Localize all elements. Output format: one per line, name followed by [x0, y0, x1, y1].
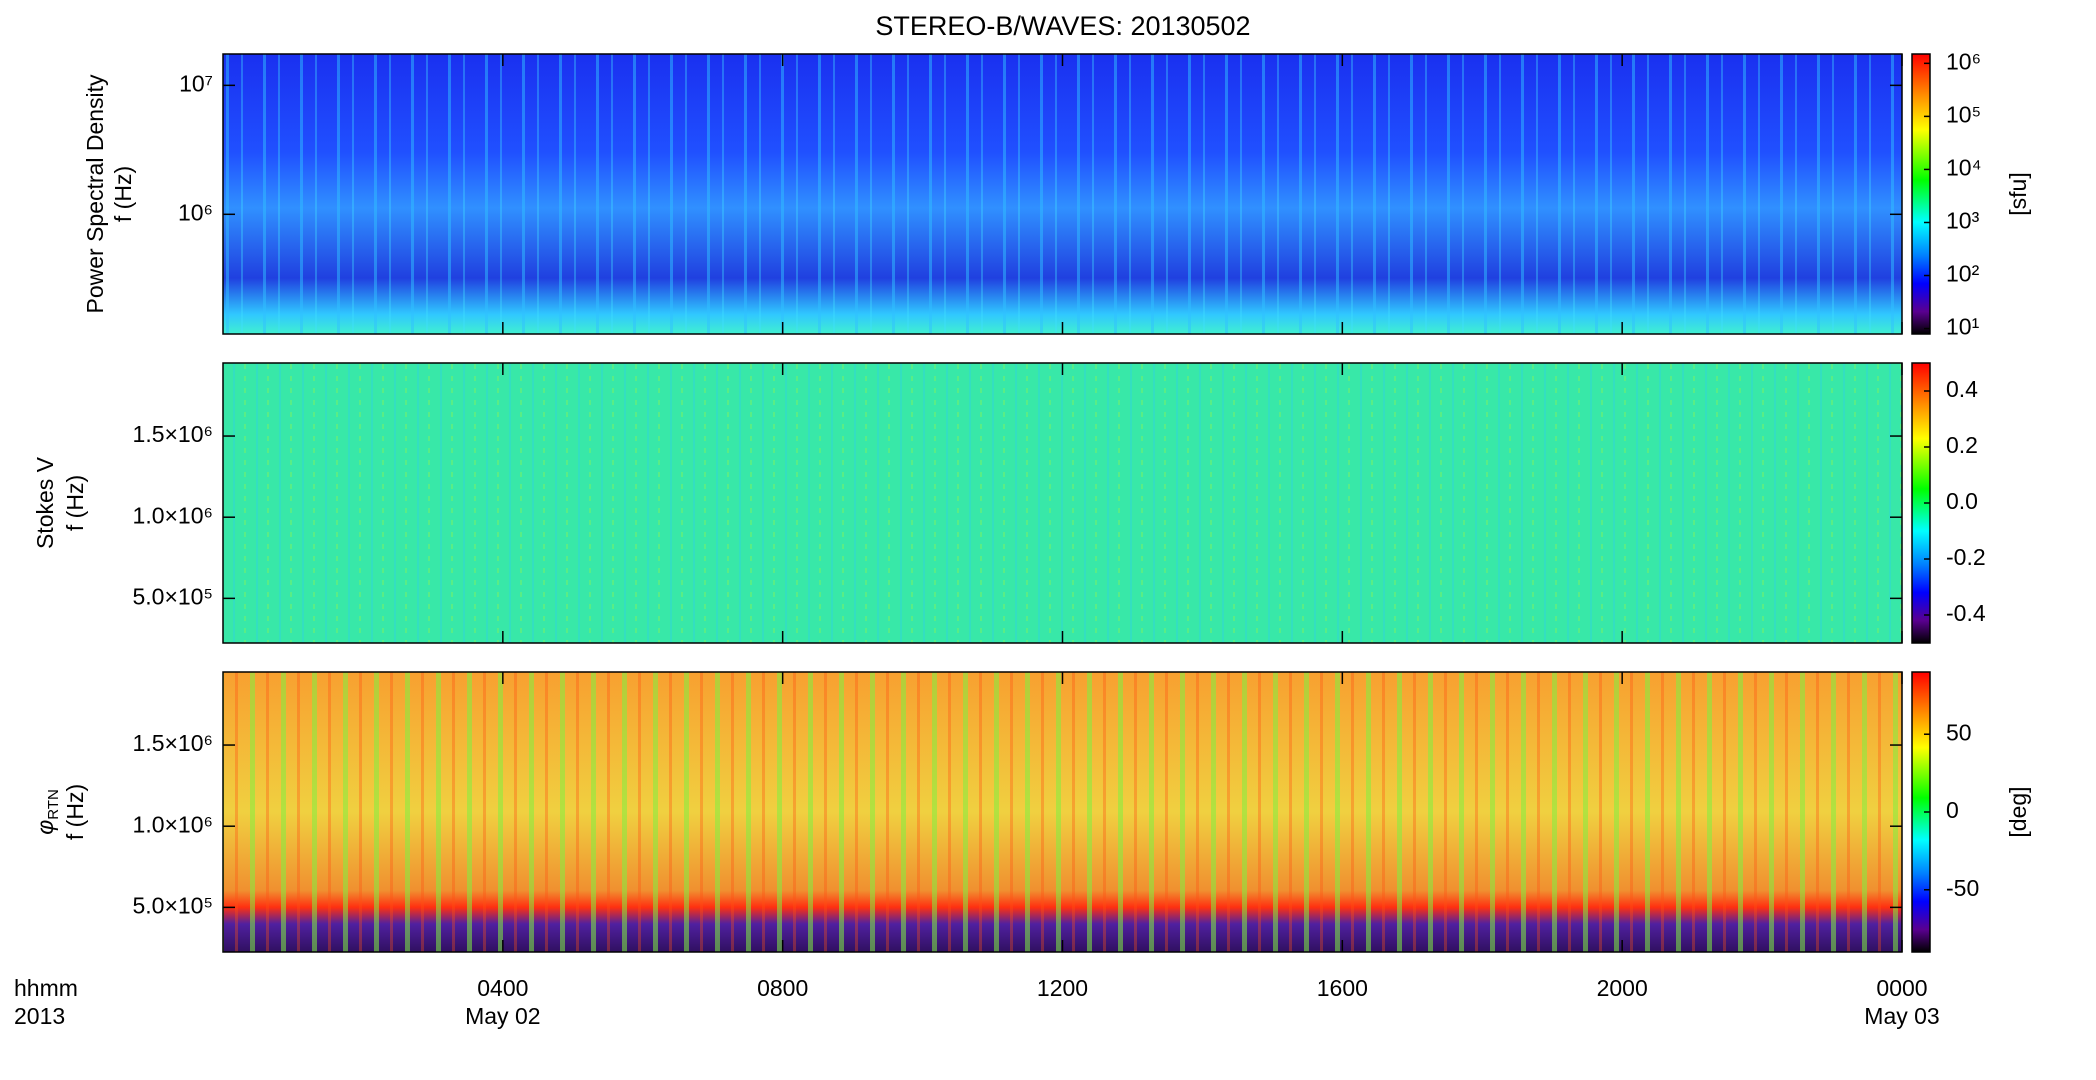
spectrogram-texture: [223, 54, 1902, 334]
x-tick-label: 0400: [477, 975, 528, 1001]
y-tick-label: 5.0×10⁵: [132, 892, 213, 918]
colorbar-tick-label: -0.4: [1946, 600, 1986, 626]
date-label: May 03: [1864, 1003, 1939, 1029]
colorbar-tick-label: 50: [1946, 719, 1972, 745]
colorbar-tick-label: 0.0: [1946, 488, 1978, 514]
colorbar-label: [sfu]: [2005, 172, 2031, 215]
colorbar: [1912, 672, 1930, 952]
date-label: May 02: [465, 1003, 540, 1029]
colorbar: [1912, 54, 1930, 334]
colorbar-tick-label: 10²: [1946, 261, 1980, 287]
x-tick-label: 2000: [1597, 975, 1648, 1001]
y-axis-label: φRTN: [32, 789, 62, 835]
colorbar-tick-label: 10⁶: [1946, 48, 1981, 74]
colorbar-tick-label: 10³: [1946, 208, 1980, 234]
x-tick-label: 1600: [1317, 975, 1368, 1001]
spectrogram-texture: [223, 672, 1902, 952]
colorbar-frame: [1911, 53, 1931, 335]
y-tick-label: 10⁷: [179, 70, 213, 96]
colorbar-tick-label: 0.2: [1946, 432, 1978, 458]
spectrogram: [223, 363, 1902, 643]
y-tick-label: 10⁶: [178, 199, 213, 225]
colorbar-label: [deg]: [2005, 786, 2031, 837]
colorbar-tick-label: -50: [1946, 875, 1979, 901]
y-axis-unit: f (Hz): [110, 166, 136, 222]
y-axis-unit: f (Hz): [62, 784, 88, 840]
y-tick-label: 5.0×10⁵: [132, 583, 213, 609]
y-axis-label: Stokes V: [32, 456, 58, 549]
x-tick-label: 0800: [757, 975, 808, 1001]
y-tick-label: 1.0×10⁶: [133, 811, 213, 837]
y-axis-label: Power Spectral Density: [82, 74, 108, 314]
colorbar: [1912, 363, 1930, 643]
y-tick-label: 1.5×10⁶: [133, 730, 213, 756]
x-tick-label: 1200: [1037, 975, 1088, 1001]
colorbar-tick-label: 10⁴: [1946, 155, 1981, 181]
y-tick-label: 1.5×10⁶: [133, 421, 213, 447]
colorbar-tick-label: 0.4: [1946, 376, 1978, 402]
y-axis-unit: f (Hz): [62, 475, 88, 531]
x-axis-label: hhmm: [14, 975, 78, 1001]
colorbar-tick-label: 10¹: [1946, 314, 1980, 340]
x-tick-label: 0000: [1876, 975, 1927, 1001]
colorbar-tick-label: 10⁵: [1946, 101, 1981, 127]
x-axis-label: 2013: [14, 1003, 65, 1029]
y-axis-symbol: φ: [32, 820, 58, 835]
chart-title: STEREO-B/WAVES: 20130502: [875, 11, 1250, 41]
y-axis-subscript: RTN: [45, 789, 62, 820]
colorbar-tick-label: -0.2: [1946, 544, 1986, 570]
colorbar-tick-label: 0: [1946, 797, 1959, 823]
y-tick-label: 1.0×10⁶: [133, 502, 213, 528]
